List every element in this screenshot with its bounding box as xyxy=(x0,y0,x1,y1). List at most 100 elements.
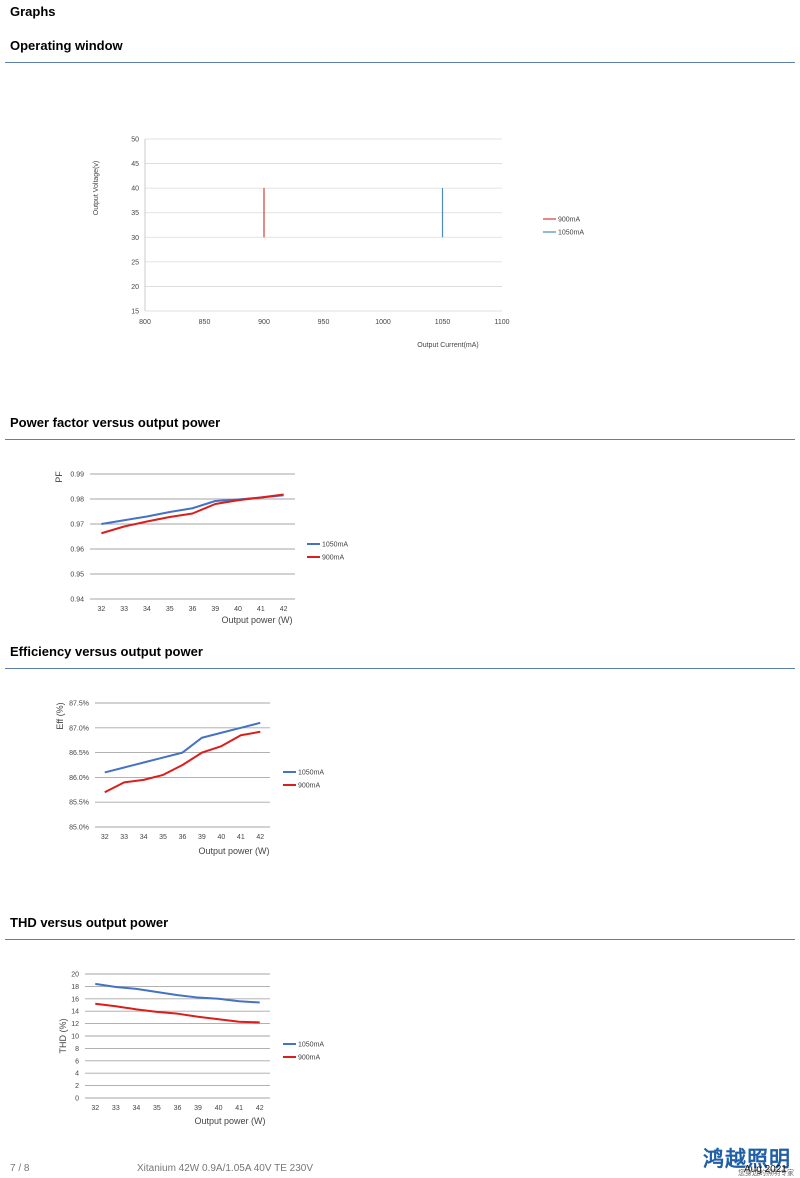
y-tick-label: 0.95 xyxy=(70,572,84,579)
x-tick-label: 35 xyxy=(153,1105,161,1112)
y-tick-label: 18 xyxy=(71,984,79,991)
y-tick-label: 87.5% xyxy=(69,701,89,708)
logo-subtext: 您身边的照明专家 xyxy=(738,1169,794,1177)
y-tick-label: 0.94 xyxy=(70,597,84,604)
legend-label: 900mA xyxy=(558,217,581,224)
x-tick-label: 33 xyxy=(120,834,128,841)
x-tick-label: 34 xyxy=(140,834,148,841)
logo-text: 鸿越照明 xyxy=(703,1147,791,1171)
y-tick-label: 14 xyxy=(71,1009,79,1016)
legend-label: 1050mA xyxy=(558,230,584,237)
footer-date: Aug 2021 xyxy=(744,1164,787,1175)
x-tick-label: 900 xyxy=(258,319,270,326)
x-tick-label: 32 xyxy=(101,834,109,841)
x-tick-label: 34 xyxy=(132,1105,140,1112)
x-tick-label: 32 xyxy=(97,606,105,613)
x-tick-label: 41 xyxy=(257,606,265,613)
y-tick-label: 50 xyxy=(131,137,139,144)
x-tick-label: 1000 xyxy=(375,319,391,326)
section-title-operating-window: Operating window xyxy=(10,38,123,53)
y-tick-label: 20 xyxy=(71,972,79,979)
legend-label: 1050mA xyxy=(298,1042,324,1049)
page-title: Graphs xyxy=(10,4,56,19)
x-tick-label: 950 xyxy=(318,319,330,326)
x-tick-label: 1100 xyxy=(494,319,509,326)
section-divider xyxy=(5,939,795,940)
y-axis-label: PF xyxy=(54,471,64,483)
footer-product-name: Xitanium 42W 0.9A/1.05A 40V TE 230V xyxy=(137,1163,314,1174)
x-tick-label: 1050 xyxy=(435,319,451,326)
y-axis-label: Output Voltage(v) xyxy=(93,161,100,215)
x-tick-label: 32 xyxy=(91,1105,99,1112)
x-tick-label: 39 xyxy=(194,1105,202,1112)
y-tick-label: 15 xyxy=(131,309,139,316)
section-divider xyxy=(5,62,795,63)
x-tick-label: 850 xyxy=(199,319,211,326)
section-title-efficiency: Efficiency versus output power xyxy=(10,644,203,659)
y-tick-label: 45 xyxy=(131,161,139,168)
series-line-900mA xyxy=(95,1002,260,1024)
y-tick-label: 0.97 xyxy=(70,522,84,529)
x-axis-label: Output power (W) xyxy=(194,1116,265,1126)
legend-label: 900mA xyxy=(322,555,345,562)
x-tick-label: 41 xyxy=(237,834,245,841)
section-title-thd: THD versus output power xyxy=(10,915,169,930)
y-tick-label: 4 xyxy=(75,1071,79,1078)
y-tick-label: 6 xyxy=(75,1058,79,1065)
y-tick-label: 87.0% xyxy=(69,725,89,732)
y-tick-label: 2 xyxy=(75,1083,79,1090)
x-tick-label: 800 xyxy=(139,319,151,326)
x-tick-label: 35 xyxy=(159,834,167,841)
x-tick-label: 33 xyxy=(120,606,128,613)
x-tick-label: 36 xyxy=(189,606,197,613)
y-tick-label: 20 xyxy=(131,284,139,291)
x-tick-label: 40 xyxy=(215,1105,223,1112)
y-tick-label: 35 xyxy=(131,210,139,217)
company-logo: 鸿越照明 您身边的照明专家 xyxy=(700,1143,796,1177)
y-tick-label: 0.99 xyxy=(70,472,84,479)
x-tick-label: 35 xyxy=(166,606,174,613)
y-tick-label: 40 xyxy=(131,186,139,193)
x-axis-label: Output power (W) xyxy=(221,615,292,625)
x-tick-label: 36 xyxy=(179,834,187,841)
y-tick-label: 86.5% xyxy=(69,750,89,757)
x-tick-label: 33 xyxy=(112,1105,120,1112)
section-divider xyxy=(5,439,795,440)
y-tick-label: 25 xyxy=(131,259,139,266)
series-line-1050mA xyxy=(95,982,260,1004)
x-tick-label: 40 xyxy=(217,834,225,841)
x-axis-label: Output Current(mA) xyxy=(417,342,478,349)
y-tick-label: 0.96 xyxy=(70,547,84,554)
x-tick-label: 42 xyxy=(256,834,264,841)
y-tick-label: 85.5% xyxy=(69,800,89,807)
x-tick-label: 36 xyxy=(174,1105,182,1112)
y-tick-label: 0.98 xyxy=(70,497,84,504)
x-tick-label: 42 xyxy=(256,1105,264,1112)
series-line-900mA xyxy=(101,493,284,535)
legend-label: 900mA xyxy=(298,1055,321,1062)
legend-label: 1050mA xyxy=(298,770,324,777)
series-line-900mA xyxy=(104,730,261,794)
section-title-power-factor: Power factor versus output power xyxy=(10,415,221,430)
section-divider xyxy=(5,668,795,669)
legend-label: 900mA xyxy=(298,783,321,790)
x-tick-label: 34 xyxy=(143,606,151,613)
y-axis-label: Eff (%) xyxy=(55,702,65,729)
x-axis-label: Output power (W) xyxy=(198,846,269,856)
x-tick-label: 40 xyxy=(234,606,242,613)
y-tick-label: 0 xyxy=(75,1096,79,1103)
y-tick-label: 86.0% xyxy=(69,775,89,782)
x-tick-label: 39 xyxy=(198,834,206,841)
legend-label: 1050mA xyxy=(322,542,348,549)
y-tick-label: 16 xyxy=(71,996,79,1003)
x-tick-label: 41 xyxy=(235,1105,243,1112)
footer-page-number: 7 / 8 xyxy=(10,1163,30,1174)
y-tick-label: 8 xyxy=(75,1046,79,1053)
y-tick-label: 85.0% xyxy=(69,825,89,832)
series-line-1050mA xyxy=(104,721,261,774)
y-tick-label: 12 xyxy=(71,1021,79,1028)
